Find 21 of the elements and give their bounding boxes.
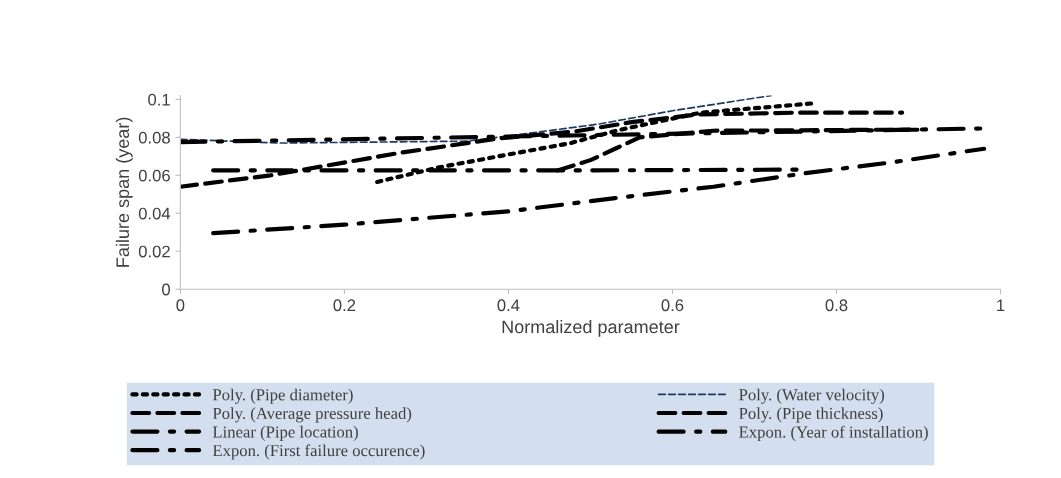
legend-label: Poly. (Average pressure head) xyxy=(212,407,412,423)
x-tick-label: 0.4 xyxy=(497,299,520,312)
y-tick-label: 0.08 xyxy=(138,131,170,144)
legend-label: Poly. (Pipe thickness) xyxy=(739,407,883,423)
x-tick-label: 0 xyxy=(176,299,185,312)
x-tick-label: 0.2 xyxy=(333,299,356,312)
legend-label: Expon. (First failure occurence) xyxy=(212,444,425,460)
x-tick-label: 0.8 xyxy=(825,299,848,312)
y-tick-label: 0.02 xyxy=(138,245,170,258)
legend-label: Linear (Pipe location) xyxy=(212,425,358,441)
x-tick-label: 1 xyxy=(997,299,1005,311)
y-tick-label: 0.1 xyxy=(148,93,170,106)
y-tick-label: 0 xyxy=(162,283,170,296)
legend-label: Poly. (Water velocity) xyxy=(739,388,885,404)
x-tick-label: 0.6 xyxy=(661,299,684,312)
legend-label: Expon. (Year of installation) xyxy=(739,425,928,442)
y-axis-title: Failure span (year) xyxy=(115,117,133,267)
x-axis-title: Normalized parameter xyxy=(502,320,680,337)
y-tick-label: 0.06 xyxy=(138,169,170,182)
y-tick-label: 0.04 xyxy=(138,207,171,220)
legend-label: Poly. (Pipe diameter) xyxy=(212,388,353,404)
